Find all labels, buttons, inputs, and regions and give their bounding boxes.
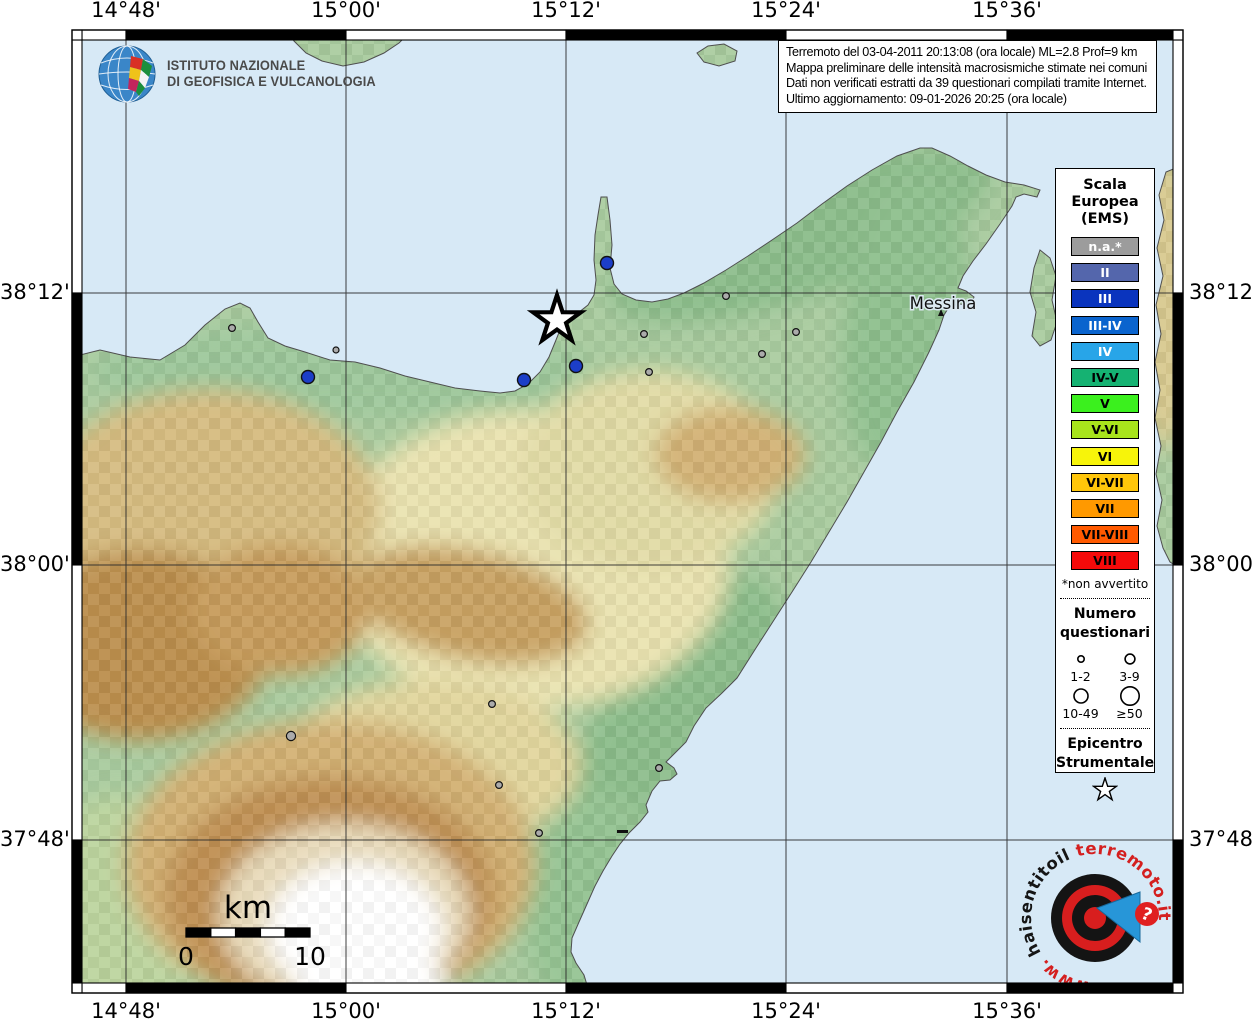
legend-title-line: Europea (1071, 194, 1139, 210)
ingv-globe-icon (98, 45, 156, 103)
questionnaire-size-label: 3-9 (1119, 669, 1140, 685)
questionnaire-size-≥50: ≥50 (1105, 684, 1154, 721)
axis-label-lat-left: 38°00' (0, 552, 70, 576)
axis-label-lon-bottom: 14°48' (91, 999, 161, 1023)
ingv-logo: ISTITUTO NAZIONALE DI GEOFISICA E VULCAN… (97, 44, 387, 104)
axis-label-lat-left: 37°48' (0, 827, 70, 851)
axis-label-lon-bottom: 15°12' (531, 999, 601, 1023)
legend-swatch-III: III (1071, 289, 1139, 309)
observation-dot-n.a. (654, 763, 663, 772)
observation-dot-n.a. (791, 328, 800, 337)
axis-label-lat-right: 38°12' (1189, 280, 1255, 304)
observation-dot-n.a. (639, 330, 648, 339)
epicenter-star-symbol (1056, 776, 1154, 806)
intensity-scale: n.a.* II III III-IV IV IV-V V V-VI VI VI-VII VII VI… (1056, 237, 1154, 571)
observation-dot-n.a. (721, 292, 730, 301)
info-line-event: Terremoto del 03-04-2011 20:13:08 (ora l… (786, 45, 1138, 59)
legend-divider (1060, 598, 1150, 600)
legend-divider (1060, 728, 1150, 730)
observation-dot-n.a. (757, 350, 766, 359)
legend: Scala Europea (EMS) n.a.* II III III-IV IV IV… (1055, 168, 1155, 802)
legend-swatch-V-VI: V-VI (1071, 420, 1139, 440)
observation-dots-layer (228, 255, 800, 837)
observation-dot-n.a. (495, 780, 504, 789)
scale-bar-end: 10 (294, 942, 326, 971)
scale-bar: km 0 10 (178, 890, 326, 971)
legend-title-line: Scala (1083, 177, 1127, 193)
map-frame (71, 29, 1184, 994)
legend-swatch-VI-VII: VI-VII (1071, 472, 1139, 492)
axis-label-lat-left: 38°12' (0, 280, 70, 304)
observation-dot-III (599, 255, 615, 271)
scale-bar-unit: km (224, 890, 272, 926)
axis-label-lon-bottom: 15°00' (311, 999, 381, 1023)
legend-swatch-VIII: VIII (1071, 551, 1139, 571)
epicenter-title-line: Strumentale (1056, 755, 1155, 772)
ingv-name-line2: DI GEOFISICA E VULCANOLOGIA (167, 74, 376, 89)
info-line-updated: Ultimo aggiornamento: 09-01-2026 20:25 (… (786, 91, 1067, 106)
legend-footnote: *non avvertito (1061, 577, 1149, 592)
questionnaire-size-1-2: 1-2 (1056, 647, 1105, 684)
legend-swatch-VII-VIII: VII-VIII (1071, 525, 1139, 545)
epicenter-title: Epicentro Strumentale (1056, 735, 1154, 773)
axis-label-lon-top: 14°48' (91, 0, 161, 22)
legend-swatch-IV: IV (1071, 341, 1139, 361)
questionnaire-title-line: questionari (1059, 625, 1151, 642)
axis-label-lon-top: 15°00' (311, 0, 381, 22)
observation-dot-n.a. (488, 699, 497, 708)
axis-label-lon-bottom: 15°36' (972, 999, 1042, 1023)
questionnaire-sizes: 1-2 3-9 10-49 ≥50 (1056, 647, 1154, 721)
axis-label-lat-right: 38°00' (1189, 552, 1255, 576)
axis-label-lon-top: 15°12' (531, 0, 601, 22)
ingv-name-line1: ISTITUTO NAZIONALE (167, 58, 306, 73)
coast-dash (617, 830, 628, 833)
observation-dot-III (300, 369, 316, 385)
scale-bar-start: 0 (178, 942, 194, 971)
observation-dot-III (516, 372, 532, 388)
questionnaire-size-label: ≥50 (1116, 706, 1143, 722)
legend-swatch-VI: VI (1071, 446, 1139, 466)
legend-title: Scala Europea (EMS) (1056, 177, 1154, 228)
axis-label-lon-top: 15°36' (972, 0, 1042, 22)
observation-dot-n.a. (228, 324, 237, 333)
question-badge (1135, 902, 1159, 926)
city-label: Messina (910, 294, 977, 313)
city-messina: Messina (617, 293, 978, 833)
questionnaire-size-label: 10-49 (1062, 706, 1099, 722)
observation-dot-n.a. (285, 730, 297, 742)
ingv-name: ISTITUTO NAZIONALE DI GEOFISICA E VULCAN… (167, 58, 376, 90)
questionnaire-title-line: Numero (1073, 606, 1137, 623)
questionnaire-size-label: 1-2 (1070, 669, 1091, 685)
graticule (82, 40, 1173, 983)
legend-swatch-V: V (1071, 394, 1139, 414)
axis-label-lon-top: 15°24' (751, 0, 821, 22)
observation-dot-n.a. (644, 368, 653, 377)
legend-title-line: (EMS) (1080, 211, 1130, 227)
legend-swatch-VII: VII (1071, 498, 1139, 518)
city-marker-icon (938, 309, 944, 316)
observation-dot-III (568, 358, 584, 374)
observation-dot-n.a. (332, 346, 340, 354)
earthquake-info-box: Terremoto del 03-04-2011 20:13:08 (ora l… (778, 40, 1157, 114)
questionnaire-title: Numero questionari (1056, 605, 1154, 643)
legend-swatch-III-IV: III-IV (1071, 315, 1139, 335)
observation-dot-n.a. (534, 828, 543, 837)
axis-label-lon-bottom: 15°24' (751, 999, 821, 1023)
epicenter-title-line: Epicentro (1067, 736, 1143, 753)
legend-swatch-IV-V: IV-V (1071, 367, 1139, 387)
questionnaire-size-3-9: 3-9 (1105, 647, 1154, 684)
questionnaire-size-10-49: 10-49 (1056, 684, 1105, 721)
info-line-data-source: Dati non verificati estratti da 39 quest… (786, 76, 1147, 91)
info-line-map-type: Mappa preliminare delle intensità macros… (786, 60, 1147, 75)
legend-swatch-n.a.*: n.a.* (1071, 237, 1139, 256)
legend-swatch-II: II (1071, 263, 1139, 283)
axis-label-lat-right: 37°48' (1189, 827, 1255, 851)
